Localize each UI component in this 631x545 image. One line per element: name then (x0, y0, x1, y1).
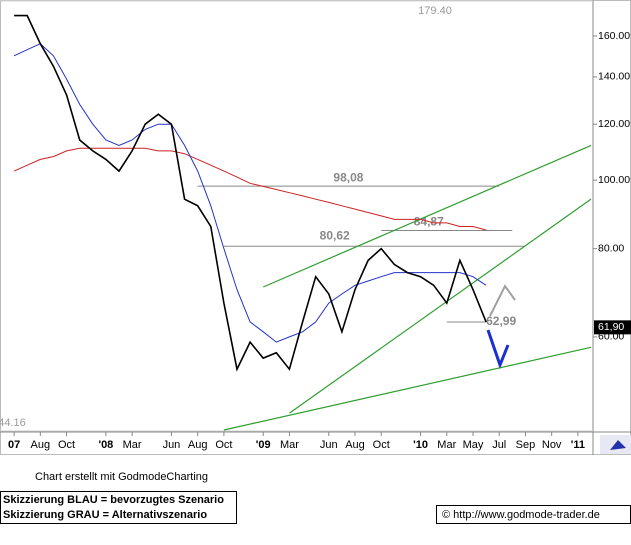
x-tick-label: Aug (31, 439, 51, 451)
y-tick-label: 80.00 (598, 242, 624, 254)
moving-average (13, 43, 487, 343)
x-tick-label: Mar (123, 439, 142, 451)
x-tick-label: Jun (320, 439, 338, 451)
frame (0, 0, 631, 455)
moving-average (13, 147, 487, 231)
corner-icon (600, 435, 631, 454)
level-label: 80,62 (320, 228, 350, 242)
level-label: 179.40 (418, 5, 452, 17)
level-label: 98,08 (333, 170, 363, 184)
x-tick-label: '08 (98, 439, 113, 451)
trend-line (223, 346, 592, 431)
x-tick-label: Sep (516, 439, 536, 451)
y-tick-label: 100.00 (598, 174, 630, 186)
x-tick-label: May (463, 439, 484, 451)
x-tick-label: Jul (492, 439, 506, 451)
legend-box (0, 491, 237, 524)
trend-line (262, 144, 592, 288)
x-tick-label: '11 (571, 439, 585, 451)
y-tick-label: 120.00 (598, 118, 630, 130)
legend-line: Skizzierung GRAU = Alternativszenario (3, 509, 207, 521)
price-line (14, 14, 487, 372)
gray-scenario-arrow (489, 284, 516, 317)
x-tick-label: Mar (280, 439, 299, 451)
x-tick-label: Oct (215, 439, 232, 451)
level-label: 44.16 (0, 417, 26, 429)
x-tick-label: Aug (188, 439, 208, 451)
copyright: © http://www.godmode-trader.de (442, 509, 600, 521)
credit: Chart erstellt mit GodmodeCharting (35, 471, 208, 483)
x-tick-label: Oct (58, 439, 75, 451)
last-price-label: 61,90 (598, 321, 624, 333)
x-tick-label: Mar (437, 439, 456, 451)
y-tick-label: 140.00 (598, 71, 630, 83)
x-tick-label: Oct (373, 439, 390, 451)
x-tick-label: Aug (345, 439, 365, 451)
icon-shape (610, 440, 626, 450)
last-price-tag (594, 320, 631, 335)
x-tick-label: '10 (413, 439, 428, 451)
x-tick-label: 07 (8, 439, 20, 451)
x-tick-label: '09 (256, 439, 271, 451)
trend-line (289, 198, 592, 414)
level-label: 62,99 (486, 314, 516, 328)
x-tick-label: Jun (163, 439, 181, 451)
legend-line: Skizzierung BLAU = bevorzugtes Szenario (3, 494, 224, 506)
blue-scenario-arrow (486, 329, 510, 370)
y-tick-label: 160.00 (598, 30, 630, 42)
x-tick-label: Nov (542, 439, 562, 451)
